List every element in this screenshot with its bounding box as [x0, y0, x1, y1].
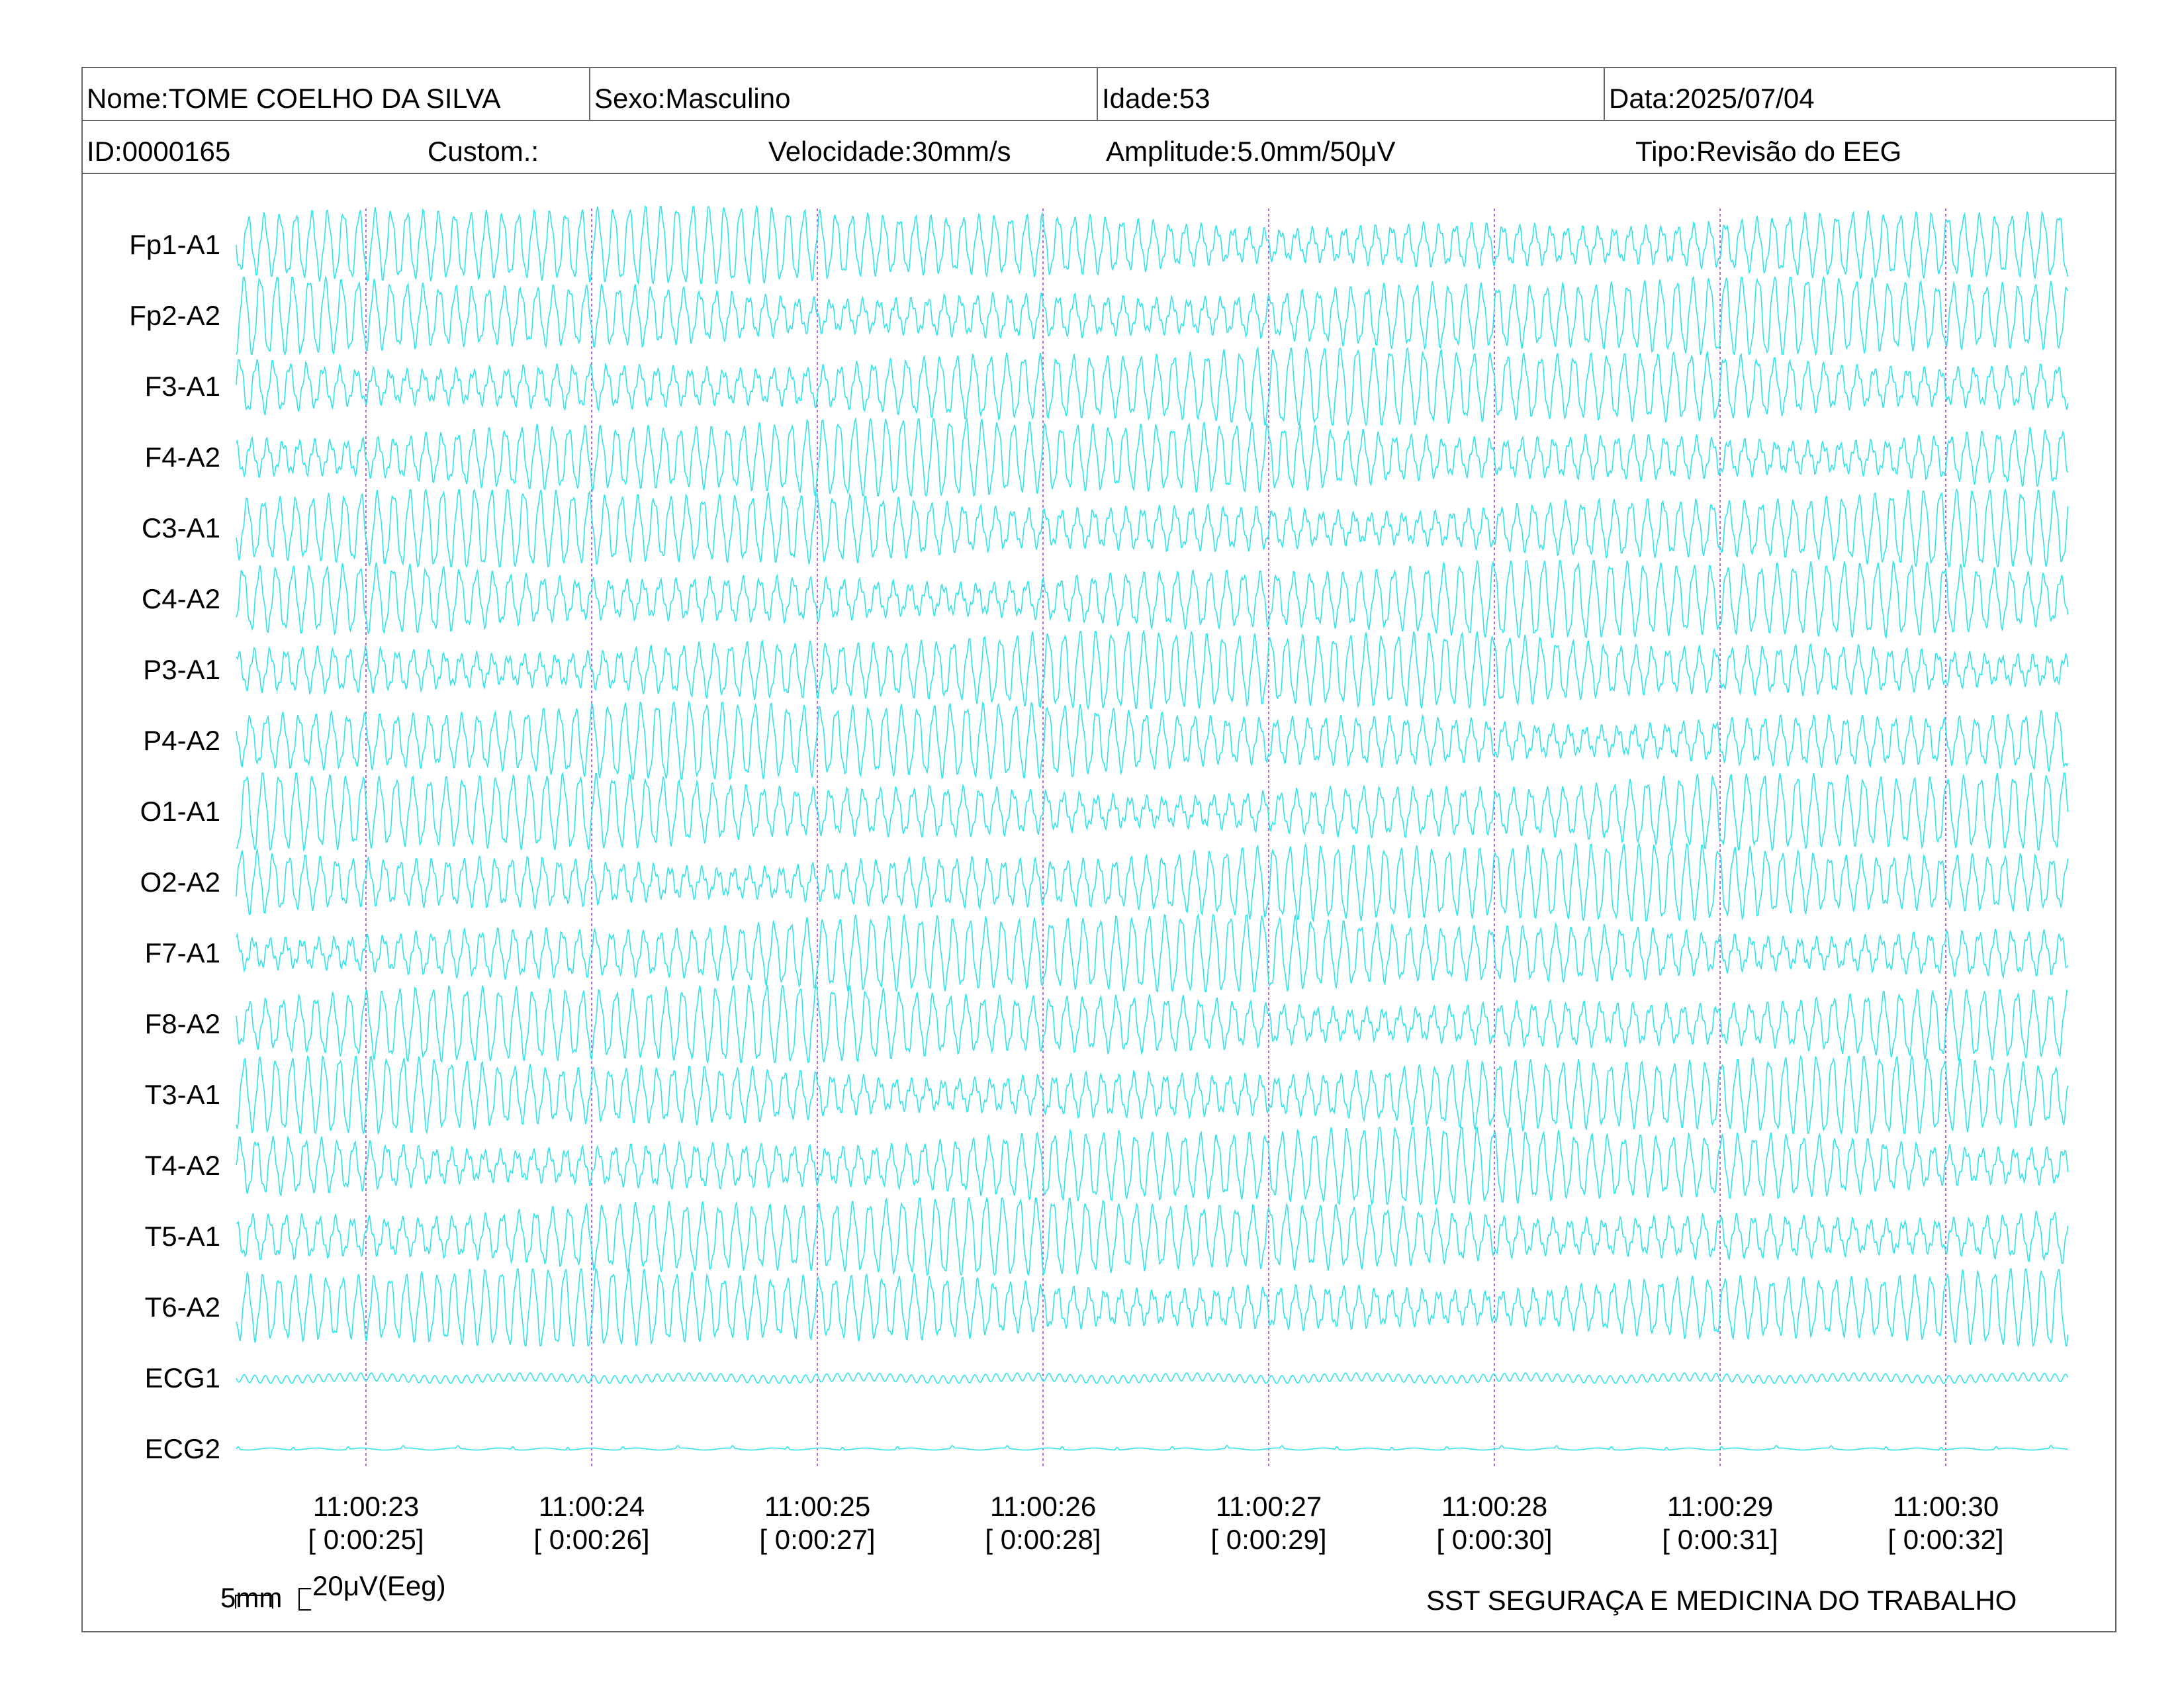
amplitude-scale-bar-icon: [298, 1588, 311, 1611]
channel-label: C4-A2: [142, 583, 220, 614]
channel-trace: [236, 275, 2069, 357]
channel-trace: [236, 1196, 2069, 1277]
patient-name: Nome:TOME COELHO DA SILVA: [87, 83, 501, 114]
channel-label: O1-A1: [140, 796, 220, 827]
time-clock-label: 11:00:26: [990, 1491, 1096, 1522]
header-row-1: Nome:TOME COELHO DA SILVA Sexo:Masculino…: [83, 68, 2115, 121]
time-clock-label: 11:00:23: [313, 1491, 419, 1522]
report-frame: Nome:TOME COELHO DA SILVA Sexo:Masculino…: [81, 67, 2116, 1632]
channel-label: T3-A1: [145, 1079, 220, 1110]
time-elapsed-label: [ 0:00:31]: [1662, 1524, 1778, 1555]
time-clock-label: 11:00:28: [1441, 1491, 1547, 1522]
channel-label: ECG1: [145, 1362, 220, 1393]
channel-label: F4-A2: [145, 442, 220, 473]
time-elapsed-label: [ 0:00:25]: [308, 1524, 424, 1555]
channel-trace: [236, 700, 2069, 780]
channel-label: P3-A1: [143, 654, 220, 685]
amplitude-setting: Amplitude:5.0mm/50μV: [1106, 136, 1396, 167]
exam-date: Data:2025/07/04: [1604, 68, 2116, 120]
patient-sex: Sexo:Masculino: [589, 68, 1097, 120]
channel-labels: Fp1-A1 Fp2-A2 F3-A1 F4-A2 C3-A1 C4-A2 P3-A1 P4-…: [129, 229, 220, 1464]
channel-label: ECG2: [145, 1433, 220, 1464]
organization-name: SST SEGURAÇA E MEDICINA DO TRABALHO: [1426, 1585, 2017, 1616]
channel-trace: [236, 630, 2069, 710]
channel-trace: [236, 559, 2069, 639]
time-elapsed-label: [ 0:00:26]: [533, 1524, 649, 1555]
time-scale-label: 5mm: [220, 1582, 282, 1613]
amplitude-scale-label: 20μV(Eeg): [312, 1570, 446, 1601]
speed-setting: Velocidade:30mm/s: [768, 136, 1011, 167]
time-elapsed-label: [ 0:00:29]: [1210, 1524, 1326, 1555]
time-elapsed-label: [ 0:00:32]: [1888, 1524, 2003, 1555]
channel-trace: [236, 1054, 2069, 1135]
time-clock-label: 11:00:30: [1893, 1491, 1999, 1522]
channel-label: F7-A1: [145, 937, 220, 968]
channel-trace: [236, 1372, 2069, 1384]
channel-trace: [236, 771, 2069, 852]
channel-trace: [236, 1268, 2069, 1348]
channel-trace: [236, 842, 2069, 923]
channel-label: Fp2-A2: [129, 300, 220, 331]
time-axis-labels: 11:00:23[ 0:00:25] 11:00:24[ 0:00:26] 11:0…: [308, 1491, 2003, 1555]
channel-label: P4-A2: [143, 725, 220, 756]
eeg-traces: [236, 205, 2069, 1451]
channel-label: T6-A2: [145, 1291, 220, 1323]
channel-label: O2-A2: [140, 867, 220, 898]
channel-label: T5-A1: [145, 1221, 220, 1252]
time-elapsed-label: [ 0:00:28]: [985, 1524, 1101, 1555]
channel-trace: [236, 416, 2069, 498]
patient-age: Idade:53: [1097, 68, 1604, 120]
custom-field: Custom.:: [428, 136, 539, 167]
time-scale-bar-icon: [235, 1595, 273, 1609]
channel-trace: [236, 1444, 2068, 1451]
scale-bar: 5mm 20μV(Eeg): [220, 1570, 446, 1613]
time-clock-label: 11:00:25: [764, 1491, 870, 1522]
patient-id: ID:0000165: [87, 136, 231, 167]
header-row-2: ID:0000165 Custom.: Velocidade:30mm/s Am…: [83, 121, 2115, 174]
channel-label: F8-A2: [145, 1008, 220, 1039]
time-clock-label: 11:00:29: [1667, 1491, 1773, 1522]
channel-label: F3-A1: [145, 371, 220, 402]
channel-trace: [236, 205, 2069, 285]
time-elapsed-label: [ 0:00:30]: [1436, 1524, 1552, 1555]
channel-label: Fp1-A1: [129, 229, 220, 260]
channel-trace: [236, 984, 2069, 1064]
review-type: Tipo:Revisão do EEG: [1635, 136, 1902, 167]
channel-trace: [236, 913, 2069, 993]
channel-trace: [236, 346, 2069, 427]
channel-label: T4-A2: [145, 1150, 220, 1181]
time-clock-label: 11:00:27: [1216, 1491, 1322, 1522]
channel-trace: [236, 488, 2069, 569]
time-clock-label: 11:00:24: [539, 1491, 645, 1522]
channel-label: C3-A1: [142, 512, 220, 543]
time-elapsed-label: [ 0:00:27]: [759, 1524, 875, 1555]
channel-trace: [236, 1126, 2069, 1206]
